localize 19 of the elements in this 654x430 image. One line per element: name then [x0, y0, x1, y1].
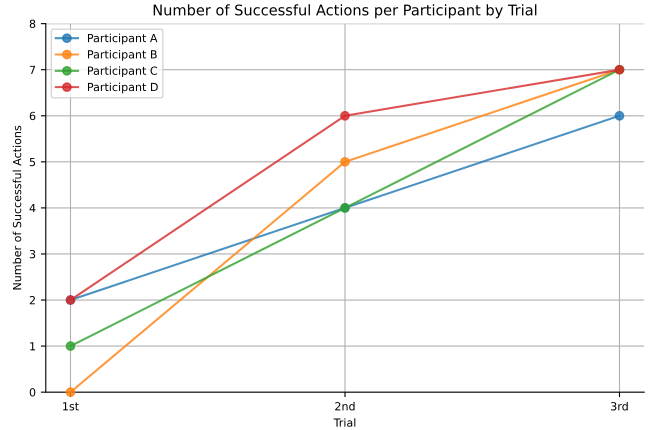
y-tick-label: 5 — [30, 158, 36, 166]
y-tick-label: 0 — [30, 388, 36, 397]
legend-label: Participant D — [88, 82, 158, 94]
y-tick-label: 2 — [30, 296, 35, 304]
chart-title: Number of Successful Actions per Participant by Trial — [154, 4, 536, 18]
legend-label: Participant C — [88, 66, 158, 78]
y-tick-label: 1 — [30, 342, 36, 350]
y-axis-title: Number of Successful Actions — [12, 126, 22, 290]
x-tick-label: 2nd — [335, 402, 355, 410]
y-tick-label: 7 — [30, 66, 36, 74]
y-tick-label: 6 — [30, 112, 36, 120]
y-tick-label: 3 — [30, 250, 36, 258]
x-tick-label: 3rd — [611, 402, 628, 410]
x-axis-title: Trial — [334, 418, 356, 427]
legend-label: Participant B — [88, 50, 157, 61]
y-tick-label: 8 — [30, 20, 36, 28]
x-tick-label: 1st — [63, 402, 79, 410]
legend-label: Participant A — [88, 34, 158, 44]
y-tick-label: 4 — [30, 204, 36, 212]
